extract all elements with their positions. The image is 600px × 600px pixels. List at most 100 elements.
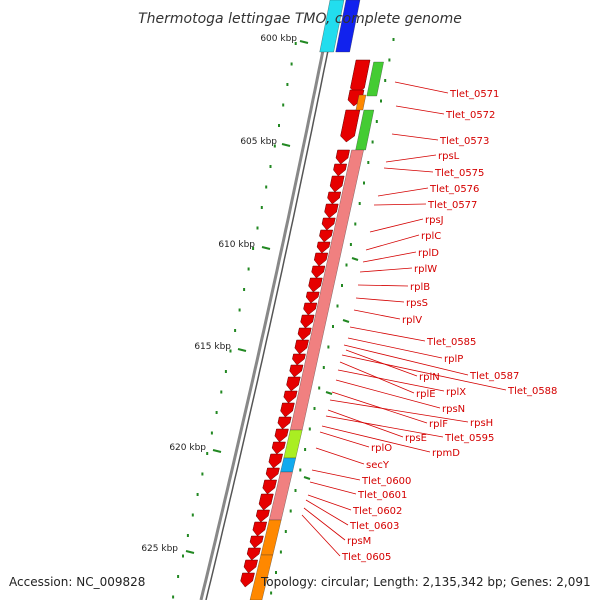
major-tick [299,40,309,44]
scale-dots [172,38,395,599]
label-connector [347,337,443,359]
label-connector [369,218,424,233]
cds-arrow [321,217,336,231]
label-connector [365,234,420,251]
scale-dot [270,591,273,595]
major-tick [185,550,195,554]
cds-arrow [300,314,315,329]
gene-label[interactable]: rplB [410,282,430,293]
gene-label[interactable]: rpsM [347,536,371,547]
cds-arrow [294,339,309,355]
label-connector [343,344,469,376]
gene-label[interactable]: Tlet_0577 [427,200,477,211]
scale-ticks [185,40,359,554]
gene-label[interactable]: rplN [419,372,440,383]
gene-label[interactable]: rplD [418,248,439,259]
label-connector [303,507,346,541]
cds-arrow [265,467,280,481]
gene-block [355,94,367,111]
gene-label[interactable]: Tlet_0600 [361,476,411,487]
gene-label[interactable]: rpsS [406,298,428,309]
label-connector [315,447,365,465]
scale-dot [220,390,223,394]
scale-dot [196,493,199,496]
gene-label[interactable]: rplE [416,389,436,400]
scale-dot [336,304,339,308]
gene-track [249,0,384,600]
gene-label[interactable]: rplO [371,443,392,454]
label-connector [395,105,445,115]
gene-label[interactable]: Tlet_0573 [439,136,489,147]
scale-dot [177,575,180,578]
scale-dot [349,243,352,246]
cds-arrow [327,191,342,205]
scale-dot [375,120,378,123]
cds-arrow [283,390,298,404]
gene-label[interactable]: Tlet_0603 [349,521,399,532]
label-connector [391,133,439,141]
scale-dot [275,571,277,574]
label-connectors [301,81,507,557]
scale-dot [256,226,259,230]
gene-label[interactable]: Tlet_0576 [429,184,479,195]
map-title: Thermotoga lettingae TMO, complete genom… [138,11,462,27]
scale-dot [358,202,361,205]
gene-label[interactable]: secY [366,460,390,471]
cds-arrow [311,265,326,279]
gene-block [335,0,361,53]
gene-label[interactable]: Tlet_0575 [434,168,484,179]
cds-arrow [262,479,277,495]
scale-dot [294,489,297,492]
tick-label: 610 kbp [218,240,255,250]
gene-label[interactable]: rpmD [432,448,460,459]
scale-dot [278,124,280,127]
cds-arrow [258,493,274,511]
gene-label[interactable]: rplX [446,387,466,398]
label-connector [377,187,429,197]
label-connector [385,154,437,163]
gene-label[interactable]: rplC [421,231,441,242]
gene-label[interactable]: Tlet_0595 [444,433,494,444]
backbone [199,0,339,600]
label-connector [373,203,427,206]
scale-dot [229,349,232,353]
gene-label[interactable]: rplF [429,419,448,430]
cds-arrow [333,163,348,177]
gene-label[interactable]: rplV [402,315,422,326]
gene-label[interactable]: Tlet_0601 [357,490,407,501]
scale-dot [371,140,374,144]
gene-label[interactable]: rpsH [470,418,493,429]
major-tick [261,246,271,250]
gene-label[interactable]: rpsJ [425,215,444,226]
scale-dot [279,550,282,554]
gene-label[interactable]: Tlet_0602 [352,506,402,517]
tick-label: 600 kbp [260,34,297,44]
scale-dot [367,161,370,164]
cds-arrow [246,547,261,561]
gene-label[interactable]: Tlet_0605 [341,552,391,563]
gene-label[interactable]: rpsN [442,404,465,415]
gene-block [249,554,274,600]
scale-dot [265,185,268,189]
gene-label[interactable]: rplP [444,354,463,365]
label-connector [357,284,409,287]
gene-label[interactable]: Tlet_0585 [426,337,476,348]
gene-label[interactable]: rpsE [405,433,427,444]
gene-label[interactable]: Tlet_0587 [469,371,519,382]
label-connector [337,369,445,392]
label-connector [319,431,370,448]
label-connector [301,514,341,557]
scale-dot [332,325,334,328]
gene-label[interactable]: rpsL [438,151,460,162]
gene-label[interactable]: Tlet_0571 [449,89,499,100]
gene-label[interactable]: rplW [414,264,437,275]
major-tick [237,348,247,352]
cds-arrow [303,302,318,316]
scale-dot [304,448,307,451]
label-connector [383,167,434,173]
scale-dot [392,38,395,41]
label-connector [341,354,507,391]
gene-label[interactable]: Tlet_0588 [507,386,557,397]
gene-label[interactable]: Tlet_0572 [445,110,495,121]
